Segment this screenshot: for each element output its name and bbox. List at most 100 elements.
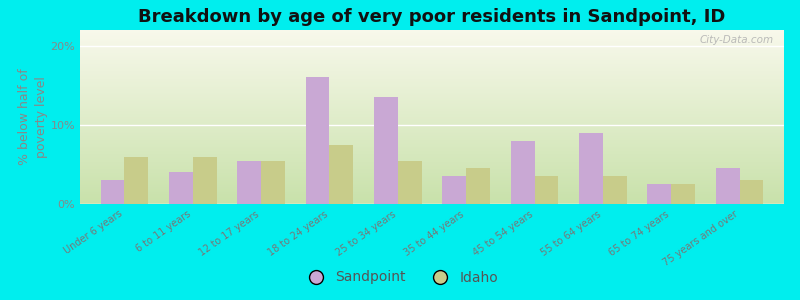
Bar <box>80 131 784 132</box>
Bar <box>80 91 784 92</box>
Bar <box>80 145 784 146</box>
Bar <box>80 45 784 46</box>
Bar <box>80 152 784 153</box>
Bar <box>80 174 784 175</box>
Bar <box>80 58 784 59</box>
Bar <box>80 52 784 53</box>
Bar <box>80 110 784 111</box>
Bar <box>80 43 784 44</box>
Bar <box>80 32 784 33</box>
Bar <box>80 202 784 203</box>
Bar <box>80 200 784 201</box>
Bar <box>80 66 784 67</box>
Bar <box>80 140 784 141</box>
Bar <box>80 57 784 58</box>
Bar <box>80 38 784 39</box>
Bar <box>80 165 784 166</box>
Bar <box>80 153 784 154</box>
Bar <box>80 51 784 52</box>
Bar <box>80 36 784 37</box>
Bar <box>80 100 784 101</box>
Bar <box>80 121 784 122</box>
Bar <box>80 84 784 85</box>
Bar <box>80 88 784 89</box>
Bar <box>80 101 784 102</box>
Bar <box>80 119 784 120</box>
Bar <box>466 168 490 204</box>
Bar <box>80 164 784 165</box>
Bar <box>261 160 285 204</box>
Bar <box>80 104 784 105</box>
Bar <box>80 179 784 180</box>
Bar <box>80 116 784 117</box>
Bar <box>80 30 784 31</box>
Bar <box>80 172 784 173</box>
Bar <box>80 194 784 195</box>
Bar <box>80 163 784 164</box>
Bar <box>306 77 330 204</box>
Bar <box>80 54 784 55</box>
Bar <box>80 188 784 189</box>
Bar <box>80 120 784 121</box>
Bar <box>80 42 784 43</box>
Bar <box>80 47 784 48</box>
Bar <box>80 76 784 77</box>
Bar <box>80 71 784 72</box>
Bar <box>80 139 784 140</box>
Y-axis label: % below half of
poverty level: % below half of poverty level <box>18 69 48 165</box>
Bar <box>80 189 784 190</box>
Bar <box>80 136 784 137</box>
Bar <box>80 129 784 130</box>
Bar <box>80 65 784 66</box>
Bar <box>80 150 784 151</box>
Bar <box>510 141 534 204</box>
Bar <box>80 121 784 122</box>
Bar <box>80 72 784 73</box>
Bar <box>330 145 354 204</box>
Bar <box>80 146 784 147</box>
Bar <box>80 198 784 199</box>
Bar <box>80 68 784 69</box>
Bar <box>534 176 558 204</box>
Bar <box>80 133 784 134</box>
Bar <box>80 149 784 150</box>
Bar <box>80 108 784 109</box>
Bar <box>80 135 784 136</box>
Bar <box>80 56 784 57</box>
Bar <box>80 169 784 170</box>
Bar <box>80 173 784 174</box>
Bar <box>80 106 784 107</box>
Bar <box>80 73 784 74</box>
Bar <box>80 193 784 194</box>
Bar <box>80 85 784 86</box>
Bar <box>80 81 784 82</box>
Bar <box>238 160 261 204</box>
Bar <box>80 79 784 80</box>
Bar <box>80 170 784 171</box>
Bar <box>80 74 784 75</box>
Bar <box>80 86 784 87</box>
Bar <box>80 191 784 192</box>
Bar <box>80 159 784 160</box>
Bar <box>603 176 626 204</box>
Legend: Sandpoint, Idaho: Sandpoint, Idaho <box>296 265 504 290</box>
Bar <box>80 154 784 155</box>
Bar <box>80 99 784 100</box>
Bar <box>80 196 784 197</box>
Bar <box>80 40 784 41</box>
Bar <box>80 183 784 184</box>
Bar <box>80 162 784 163</box>
Bar <box>80 203 784 204</box>
Bar <box>80 176 784 177</box>
Bar <box>80 75 784 76</box>
Bar <box>80 111 784 112</box>
Bar <box>80 80 784 81</box>
Bar <box>80 137 784 138</box>
Bar <box>80 195 784 196</box>
Bar <box>80 89 784 90</box>
Bar <box>80 182 784 183</box>
Bar <box>80 124 784 125</box>
Bar <box>80 175 784 176</box>
Bar <box>80 199 784 200</box>
Bar <box>80 69 784 70</box>
